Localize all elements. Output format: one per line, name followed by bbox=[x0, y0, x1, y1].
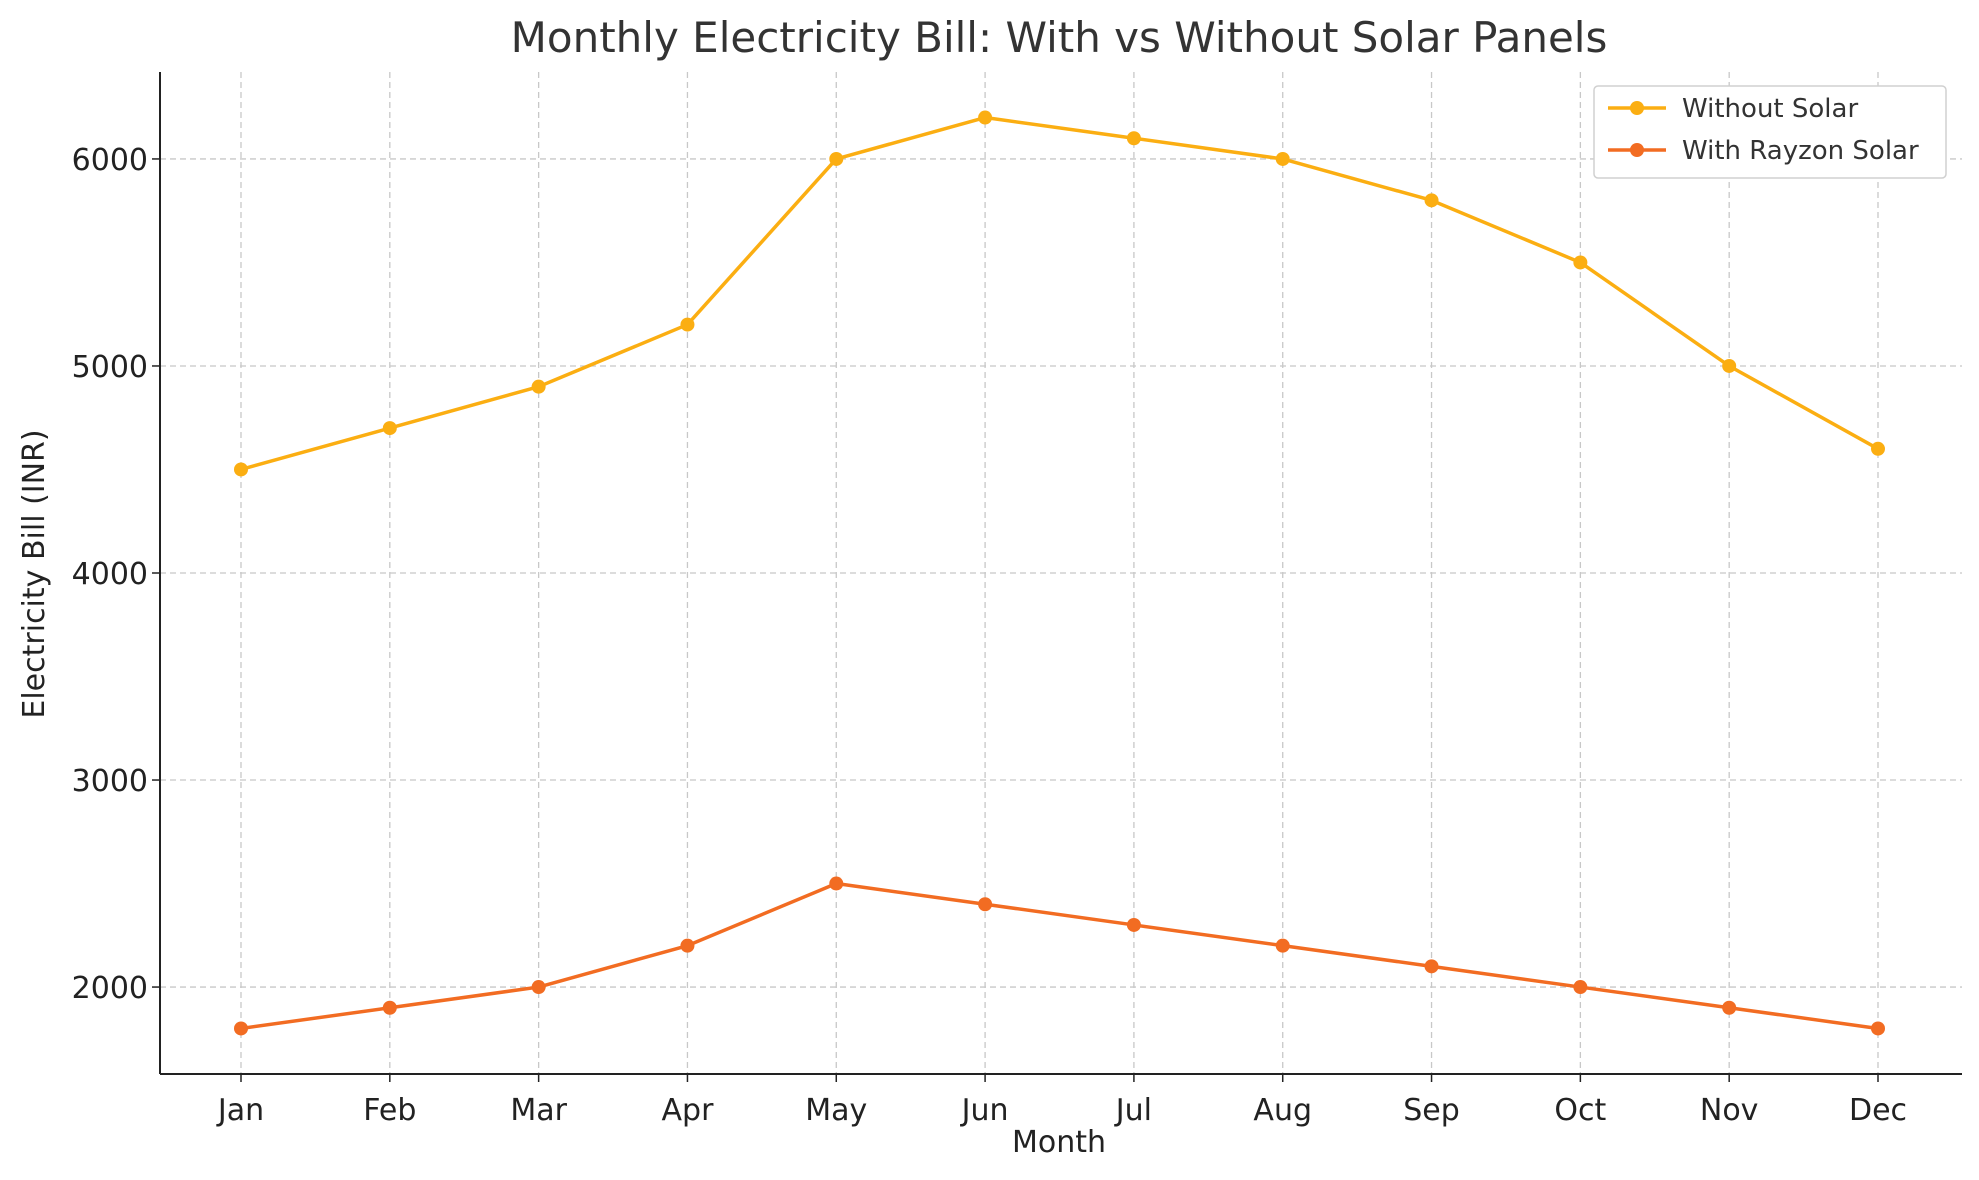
data-point bbox=[234, 462, 248, 477]
legend-marker bbox=[1630, 101, 1644, 115]
x-tick-label: May bbox=[805, 1093, 867, 1128]
data-point bbox=[829, 151, 844, 166]
series-line bbox=[240, 115, 1879, 472]
data-point bbox=[1871, 441, 1885, 456]
y-tick-label: 2000 bbox=[72, 971, 148, 1006]
chart-title: Monthly Electricity Bill: With vs Withou… bbox=[511, 13, 1608, 62]
data-point bbox=[1573, 980, 1588, 995]
x-tick-label: Jul bbox=[1114, 1093, 1152, 1128]
data-point bbox=[1424, 959, 1439, 974]
x-tick-label: Jan bbox=[216, 1093, 264, 1128]
y-tick-label: 3000 bbox=[72, 764, 148, 799]
x-tick-label: Jun bbox=[960, 1093, 1009, 1128]
y-tick-label: 4000 bbox=[72, 557, 148, 592]
legend-box bbox=[1593, 85, 1947, 179]
data-point bbox=[382, 421, 397, 436]
y-tick-label: 6000 bbox=[72, 143, 148, 178]
data-point bbox=[680, 938, 695, 953]
series-line bbox=[240, 881, 1879, 1031]
y-axis-label: Electricity Bill (INR) bbox=[17, 429, 52, 718]
data-point bbox=[978, 897, 993, 912]
series-1 bbox=[234, 876, 1885, 1036]
series-group bbox=[234, 110, 1885, 1036]
data-point bbox=[829, 876, 844, 891]
data-point bbox=[1275, 938, 1290, 953]
grid-lines bbox=[160, 72, 1962, 1074]
data-point bbox=[1126, 917, 1141, 932]
x-tick-label: Mar bbox=[510, 1093, 567, 1128]
legend-label: Without Solar bbox=[1682, 94, 1858, 124]
x-tick-label: Sep bbox=[1403, 1093, 1460, 1128]
legend: Without Solar With Rayzon Solar bbox=[1593, 85, 1947, 179]
x-tick-label: Nov bbox=[1700, 1093, 1759, 1128]
legend-marker bbox=[1630, 143, 1644, 157]
y-tick-label: 5000 bbox=[72, 350, 148, 385]
data-point bbox=[1275, 151, 1290, 166]
data-point bbox=[1424, 193, 1439, 208]
x-tick-label: Feb bbox=[363, 1093, 416, 1128]
data-point bbox=[531, 980, 546, 995]
x-axis-label: Month bbox=[1012, 1125, 1106, 1160]
data-point bbox=[382, 1000, 397, 1015]
data-point bbox=[234, 1021, 248, 1036]
tick-labels: Jan Feb Mar Apr May Jun Jul Aug Sep Oct Nov Dec 2000… bbox=[72, 143, 1907, 1128]
x-tick-label: Dec bbox=[1849, 1093, 1907, 1128]
data-point bbox=[680, 317, 695, 332]
data-point bbox=[1722, 358, 1737, 373]
data-point bbox=[978, 110, 993, 125]
data-point bbox=[1722, 1000, 1737, 1015]
legend-label: With Rayzon Solar bbox=[1682, 136, 1919, 166]
x-tick-label: Oct bbox=[1554, 1093, 1606, 1128]
axes bbox=[152, 72, 1962, 1082]
series-0 bbox=[234, 110, 1885, 477]
data-point bbox=[531, 379, 546, 394]
x-tick-label: Aug bbox=[1253, 1093, 1312, 1128]
x-tick-label: Apr bbox=[662, 1093, 715, 1128]
data-point bbox=[1573, 255, 1588, 270]
data-point bbox=[1871, 1021, 1885, 1036]
data-point bbox=[1126, 131, 1141, 146]
